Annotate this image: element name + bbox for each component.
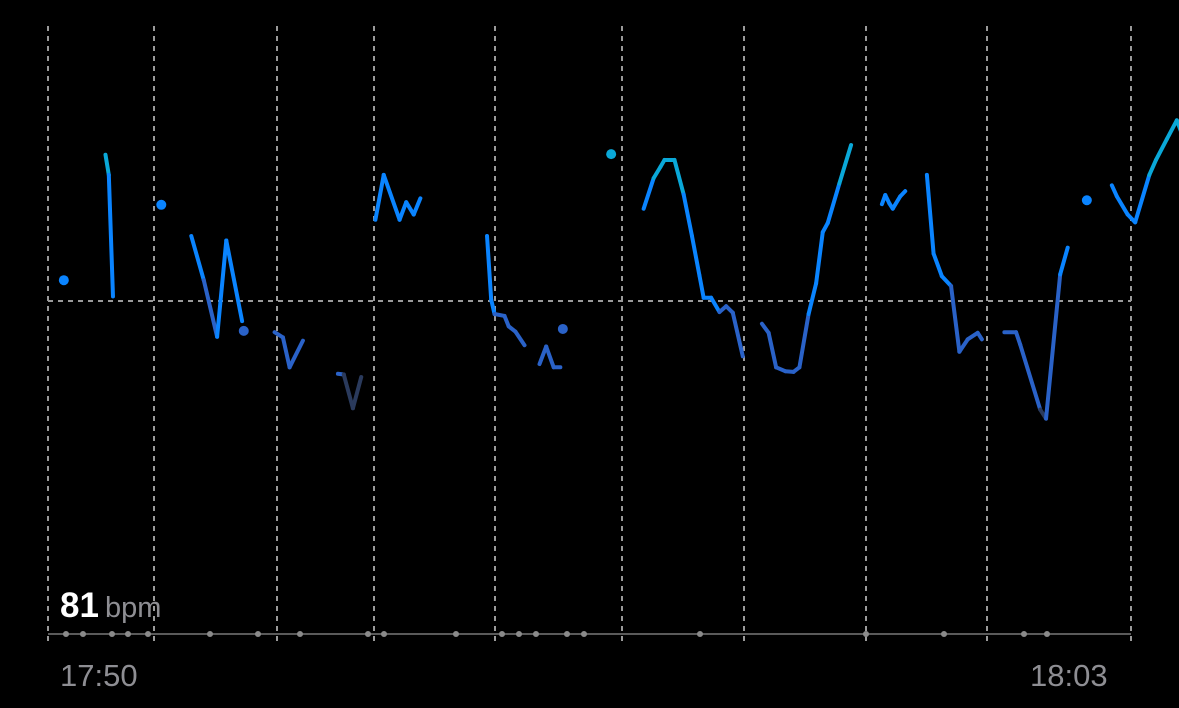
series-line: [1147, 157, 1158, 177]
series-line: [1133, 172, 1152, 225]
series-line: [806, 281, 819, 316]
series-line: [797, 312, 811, 370]
series-line: [1058, 245, 1070, 277]
data-point: [1081, 195, 1092, 206]
series-line: [890, 194, 903, 211]
series-line: [103, 152, 111, 177]
series-line: [957, 337, 970, 354]
series-line: [730, 310, 745, 359]
series-line: [709, 295, 722, 315]
series-line: [924, 172, 936, 256]
series-line: [201, 278, 220, 339]
series-line: [513, 329, 527, 348]
axis-marker-dot: [207, 631, 213, 637]
x-tick-start: 17:50: [60, 658, 138, 693]
series-line: [766, 330, 779, 370]
axis-marker-dot: [1044, 631, 1050, 637]
series-line: [485, 234, 494, 302]
series-line: [350, 375, 364, 411]
series-line: [544, 344, 556, 370]
series-line: [189, 234, 206, 283]
data-point: [58, 275, 69, 286]
axis-marker-dot: [80, 631, 86, 637]
series-line: [825, 181, 842, 225]
series-line: [672, 157, 686, 197]
series-line: [1018, 342, 1043, 412]
axis-marker-dot: [941, 631, 947, 637]
data-point: [557, 323, 568, 334]
series-line: [1164, 118, 1179, 142]
axis-marker-dot: [365, 631, 371, 637]
series-line: [381, 172, 402, 222]
series-line: [411, 196, 423, 217]
series-line: [1044, 272, 1063, 421]
series-line: [215, 238, 229, 339]
series-line: [489, 297, 497, 316]
series-line: [939, 274, 954, 289]
axis-marker-dot: [516, 631, 522, 637]
series-line: [975, 330, 984, 342]
series-line: [373, 172, 386, 222]
chart-grid: [47, 26, 1132, 644]
series-line: [1014, 330, 1023, 347]
series-line: [397, 200, 409, 222]
axis-marker-dot: [697, 631, 703, 637]
series-line: [931, 251, 944, 279]
axis-marker-dot: [381, 631, 387, 637]
axis-marker-dot: [863, 631, 869, 637]
reference-value: 81: [60, 586, 99, 625]
series-line: [949, 284, 962, 354]
x-axis-minute-markers: [63, 631, 1050, 637]
axis-marker-dot: [63, 631, 69, 637]
x-tick-end: 18:03: [1030, 658, 1108, 693]
series-line: [1114, 194, 1130, 217]
axis-marker-dot: [255, 631, 261, 637]
axis-marker-dot: [145, 631, 151, 637]
series-line: [641, 176, 656, 211]
data-point: [238, 325, 249, 336]
data-point: [606, 149, 617, 160]
axis-marker-dot: [453, 631, 459, 637]
axis-marker-dot: [581, 631, 587, 637]
axis-marker-dot: [109, 631, 115, 637]
axis-marker-dot: [533, 631, 539, 637]
axis-marker-dot: [499, 631, 505, 637]
series-line: [341, 372, 355, 411]
axis-marker-dot: [297, 631, 303, 637]
series-line: [537, 344, 549, 367]
axis-marker-dot: [564, 631, 570, 637]
series-line: [681, 192, 694, 238]
reference-readout: 81 bpm: [60, 586, 161, 626]
series-line: [280, 335, 292, 370]
series-line: [287, 338, 305, 370]
reference-unit: bpm: [104, 592, 162, 624]
series-line: [697, 273, 706, 300]
series-line: [1109, 183, 1119, 199]
data-point: [156, 199, 167, 210]
heart-rate-series: [58, 118, 1179, 421]
series-line: [898, 189, 908, 199]
series-line: [837, 143, 854, 186]
axis-marker-dot: [1021, 631, 1027, 637]
series-line: [651, 165, 663, 181]
series-line: [814, 230, 825, 286]
series-line: [1153, 137, 1169, 162]
series-line: [106, 172, 115, 299]
series-line: [224, 238, 245, 324]
axis-marker-dot: [125, 631, 131, 637]
series-line: [689, 234, 702, 278]
